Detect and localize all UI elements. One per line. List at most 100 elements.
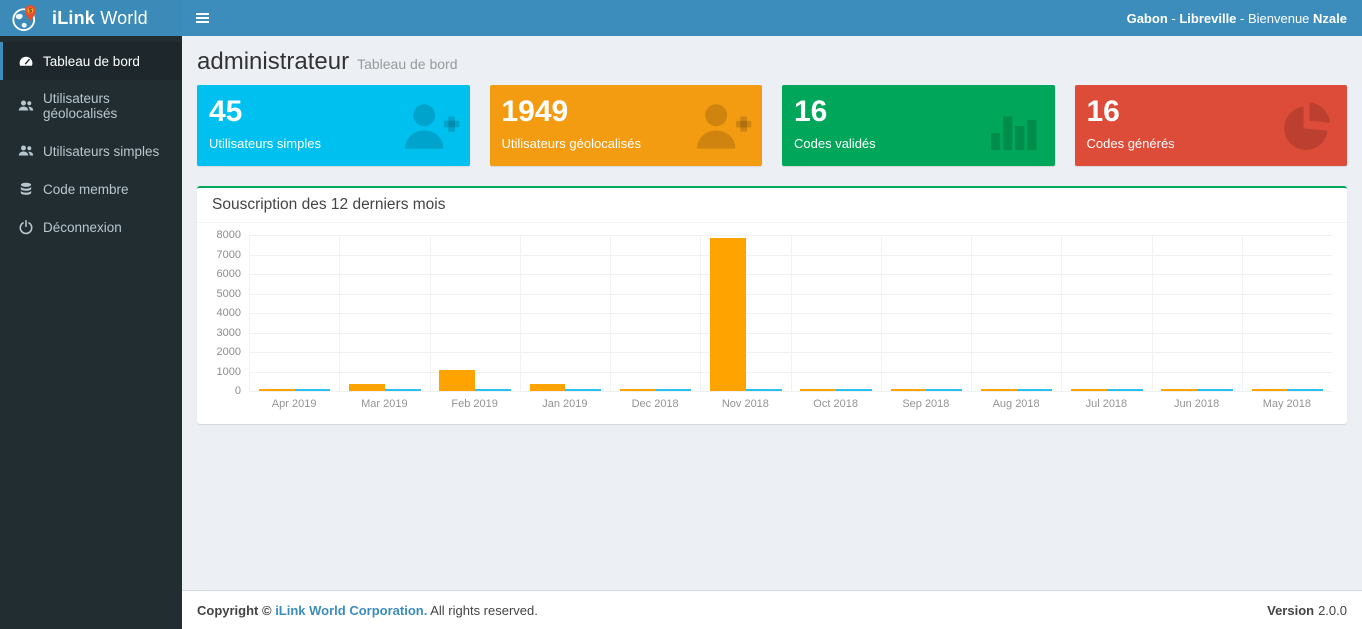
bar-group-sep-2018 (880, 235, 971, 391)
users-icon (18, 98, 34, 114)
database-icon (18, 181, 34, 197)
bar-nov-2018-blue (745, 389, 782, 391)
chart-panel-body: 8000 7000 6000 5000 4000 3000 2000 1000 0 Apr 20… (197, 223, 1347, 424)
bar-sep-2018-blue (926, 389, 963, 391)
stat-card-value: 1949 (501, 95, 569, 128)
bar-group-feb-2019 (429, 235, 520, 391)
y-axis-label: 8000 (216, 229, 241, 241)
x-axis-label: Jun 2018 (1173, 398, 1220, 410)
stat-card-label: Utilisateurs géolocalisés (501, 136, 641, 151)
x-axis-label: Jan 2019 (542, 398, 588, 410)
content-area: 45 Utilisateurs simples 1949 Utilisateurs g… (182, 85, 1362, 424)
bar-dec-2018-orange (619, 389, 656, 391)
version-value: 2.0.0 (1318, 602, 1347, 618)
users-icon (18, 143, 34, 159)
copyright-prefix: Copyright © (197, 602, 276, 618)
stat-card-label: Utilisateurs simples (209, 136, 321, 151)
bar-group-jun-2018 (1151, 235, 1242, 391)
brand-name: iLink World (52, 8, 148, 29)
sidebar-item-label: Tableau de bord (43, 53, 140, 69)
chart-panel-header: Souscription des 12 derniers mois (197, 188, 1347, 223)
stat-card-value: 45 (209, 95, 243, 128)
bar-jun-2018-orange (1161, 389, 1198, 391)
stat-card-utilisateurs-simples: 45 Utilisateurs simples (197, 85, 470, 166)
brand-logo[interactable]: $ iLink World (0, 0, 182, 36)
chart-plot-area (249, 235, 1332, 392)
page-title: administrateur (197, 48, 350, 75)
bar-jul-2018-blue (1106, 389, 1143, 391)
sidebar-item-tableau-de-bord[interactable]: Tableau de bord (0, 42, 182, 80)
svg-text:$: $ (29, 8, 33, 15)
sidebar: Tableau de bord Utilisateurs géolocalisés… (0, 36, 182, 629)
subscriptions-bar-chart: 8000 7000 6000 5000 4000 3000 2000 1000 0 (207, 229, 1332, 397)
chart-title: Souscription des 12 derniers mois (212, 196, 446, 213)
bar-dec-2018-blue (655, 389, 692, 391)
user-greeting: Gabon - Libreville - Bienvenue Nzale (1127, 11, 1362, 26)
greeting-separator: - (1236, 10, 1248, 26)
bar-jun-2018-blue (1197, 389, 1233, 391)
sidebar-item-code-membre[interactable]: Code membre (0, 170, 182, 208)
user-plus-icon (690, 97, 752, 155)
bar-sep-2018-orange (890, 389, 927, 391)
chart-panel: Souscription des 12 derniers mois 8000 70… (197, 186, 1347, 424)
y-axis-label: 6000 (216, 268, 241, 280)
x-axis-label: Aug 2018 (992, 398, 1040, 410)
bar-mar-2019-blue (384, 389, 421, 391)
company-link[interactable]: iLink World Corporation. (275, 602, 428, 618)
bar-group-aug-2018 (971, 235, 1061, 391)
bar-apr-2019-orange (258, 389, 295, 391)
bar-chart-icon (983, 97, 1045, 155)
bar-aug-2018-orange (980, 389, 1017, 391)
bar-oct-2018-orange (800, 389, 837, 391)
user-plus-icon (398, 97, 460, 155)
bar-group-mar-2019 (339, 235, 429, 391)
bar-feb-2019-blue (475, 389, 511, 391)
bar-aug-2018-blue (1016, 389, 1053, 391)
x-axis-label: May 2018 (1262, 398, 1312, 410)
power-icon (18, 219, 34, 235)
x-axis-label: Feb 2019 (451, 398, 498, 410)
hamburger-icon (196, 13, 209, 23)
pie-chart-icon (1275, 97, 1337, 155)
y-axis-label: 3000 (216, 326, 241, 339)
y-axis-label: 7000 (216, 248, 241, 261)
sidebar-toggle-button[interactable] (182, 0, 223, 37)
greeting-username: Nzale (1313, 10, 1347, 26)
chart-x-axis: Apr 2019 Mar 2019 Feb 2019 Jan 2019 Dec 2018… (249, 391, 1332, 410)
x-axis-label: Dec 2018 (631, 398, 679, 410)
dashboard-icon (18, 53, 34, 69)
page-subtitle: Tableau de bord (357, 56, 458, 72)
x-axis-label: Apr 2019 (271, 398, 317, 410)
bar-group-nov-2018 (700, 235, 790, 391)
stat-card-utilisateurs-geolocalises: 1949 Utilisateurs géolocalisés (489, 85, 762, 166)
chart-y-axis: 8000 7000 6000 5000 4000 3000 2000 1000 0 (207, 229, 249, 397)
bar-group-jan-2019 (519, 235, 610, 391)
sidebar-item-deconnexion[interactable]: Déconnexion (0, 208, 182, 246)
greeting-separator: - (1167, 10, 1180, 26)
x-axis-label: Jul 2018 (1085, 398, 1128, 410)
gridline (249, 391, 1332, 392)
y-axis-label: 1000 (216, 365, 241, 378)
y-axis-label: 5000 (216, 287, 241, 300)
greeting-city: Libreville (1179, 10, 1237, 26)
stat-card-codes-generes: 16 Codes générés (1074, 85, 1347, 166)
greeting-welcome: Bienvenue (1247, 10, 1314, 26)
brand-name-bold: iLink (52, 7, 96, 28)
sidebar-item-utilisateurs-geolocalises[interactable]: Utilisateurs géolocalisés (0, 80, 182, 132)
bar-group-may-2018 (1241, 235, 1332, 391)
bar-oct-2018-blue (836, 389, 872, 391)
sidebar-item-utilisateurs-simples[interactable]: Utilisateurs simples (0, 132, 182, 170)
bar-group-jul-2018 (1061, 235, 1151, 391)
top-navbar: Gabon - Libreville - Bienvenue Nzale (182, 0, 1362, 36)
footer: Copyright © iLink World Corporation. All… (182, 590, 1362, 629)
content-header: administrateur Tableau de bord (182, 36, 1362, 85)
sidebar-item-label: Utilisateurs simples (43, 143, 160, 159)
stat-card-codes-valides: 16 Codes validés (782, 85, 1055, 166)
bar-group-oct-2018 (790, 235, 881, 391)
bar-apr-2019-blue (294, 389, 331, 391)
globe-pin-logo-icon: $ (10, 3, 40, 33)
copyright-suffix: All rights reserved. (427, 602, 538, 618)
bar-group-apr-2019 (249, 235, 339, 391)
x-axis-label: Oct 2018 (813, 398, 858, 410)
